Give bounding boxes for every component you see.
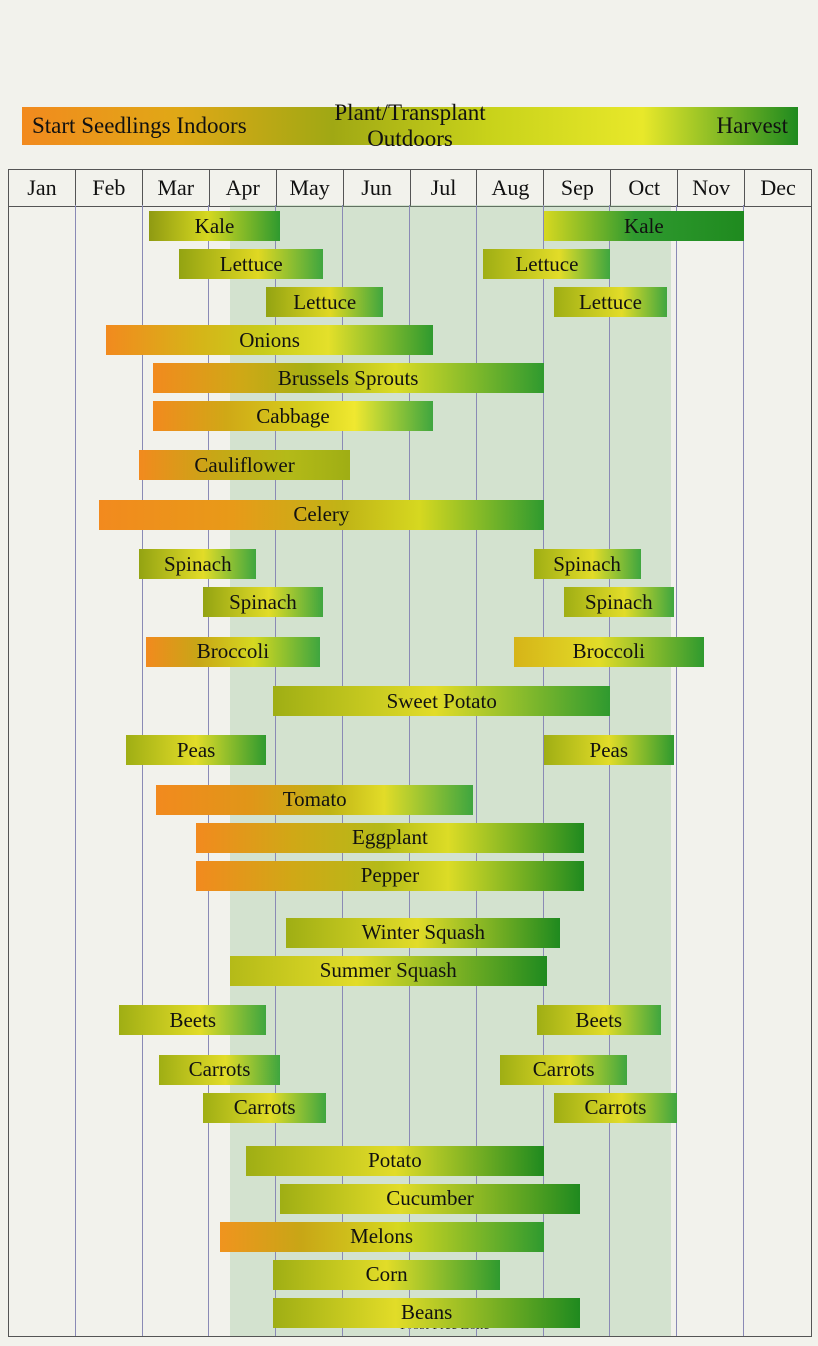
bar-label: Cabbage [256,404,329,429]
month-cell: Nov [678,170,745,206]
bar-label: Melons [350,1224,413,1249]
planting-bar: Lettuce [179,249,323,279]
planting-bar: Broccoli [514,637,704,667]
legend-label: Start Seedlings Indoors [22,113,281,139]
bar-label: Spinach [229,590,297,615]
month-cell: Jan [9,170,76,206]
chart-body: Frost Free Zone KaleKaleLettuceLettuceLe… [8,205,812,1337]
planting-bar: Kale [544,211,744,241]
planting-bar: Peas [544,735,674,765]
planting-bar: Tomato [156,785,473,815]
gridline [743,205,744,1336]
planting-bar: Brussels Sprouts [153,363,544,393]
planting-bar: Beets [537,1005,661,1035]
bar-label: Broccoli [573,639,645,664]
month-cell: Aug [477,170,544,206]
gridline [609,205,610,1336]
bar-label: Tomato [283,787,347,812]
planting-bar: Beans [273,1298,580,1328]
bar-label: Spinach [585,590,653,615]
legend: Start Seedlings IndoorsPlant/Transplant … [22,107,798,145]
bar-label: Spinach [553,552,621,577]
planting-bar: Carrots [203,1093,327,1123]
bar-label: Cauliflower [194,453,294,478]
bar-label: Winter Squash [362,920,485,945]
bar-label: Summer Squash [320,958,457,983]
bar-label: Carrots [585,1095,647,1120]
month-cell: Dec [745,170,811,206]
planting-bar: Lettuce [554,287,668,317]
planting-bar: Cucumber [280,1184,581,1214]
planting-bar: Melons [220,1222,544,1252]
month-cell: Apr [210,170,277,206]
planting-bar: Lettuce [483,249,610,279]
bar-label: Lettuce [515,252,578,277]
bar-label: Spinach [164,552,232,577]
planting-bar: Spinach [203,587,323,617]
planting-bar: Kale [149,211,279,241]
planting-bar: Spinach [139,549,256,579]
planting-bar: Sweet Potato [273,686,610,716]
planting-bar: Cauliflower [139,450,350,480]
planting-bar: Eggplant [196,823,584,853]
bar-label: Kale [195,214,235,239]
gridline [75,205,76,1336]
month-cell: Feb [76,170,143,206]
planting-bar: Onions [106,325,433,355]
planting-bar: Spinach [534,549,641,579]
bar-label: Eggplant [352,825,428,850]
month-cell: Oct [611,170,678,206]
month-header: JanFebMarAprMayJunJulAugSepOctNovDec [8,169,812,207]
legend-label: Plant/Transplant Outdoors [281,100,540,152]
month-cell: Mar [143,170,210,206]
month-cell: Sep [544,170,611,206]
planting-bar: Carrots [159,1055,279,1085]
planting-bar: Potato [246,1146,543,1176]
bar-label: Beans [401,1300,452,1325]
bar-label: Onions [239,328,300,353]
bar-label: Peas [177,738,216,763]
bar-label: Celery [293,502,349,527]
bar-label: Cucumber [386,1186,473,1211]
planting-bar: Peas [126,735,266,765]
planting-bar: Lettuce [266,287,383,317]
bar-label: Beets [169,1008,216,1033]
bar-label: Kale [624,214,664,239]
gridline [142,205,143,1336]
bar-label: Brussels Sprouts [278,366,419,391]
gridline [676,205,677,1336]
bar-label: Broccoli [197,639,269,664]
planting-bar: Spinach [564,587,674,617]
planting-bar: Carrots [500,1055,627,1085]
bar-label: Peas [590,738,629,763]
planting-bar: Cabbage [153,401,434,431]
legend-label: Harvest [539,113,798,139]
planting-bar: Carrots [554,1093,678,1123]
bar-label: Carrots [189,1057,251,1082]
bar-label: Beets [575,1008,622,1033]
bar-label: Carrots [533,1057,595,1082]
planting-bar: Corn [273,1260,500,1290]
bar-label: Pepper [361,863,419,888]
bar-label: Potato [368,1148,422,1173]
planting-bar: Winter Squash [286,918,560,948]
month-cell: Jun [344,170,411,206]
month-cell: May [277,170,344,206]
planting-bar: Celery [99,500,543,530]
bar-label: Lettuce [220,252,283,277]
bar-label: Lettuce [293,290,356,315]
planting-bar: Broccoli [146,637,320,667]
bar-label: Sweet Potato [387,689,497,714]
bar-label: Lettuce [579,290,642,315]
planting-bar: Pepper [196,861,584,891]
planting-bar: Beets [119,1005,266,1035]
planting-bar: Summer Squash [230,956,547,986]
bar-label: Carrots [234,1095,296,1120]
month-cell: Jul [411,170,478,206]
bar-label: Corn [366,1262,408,1287]
